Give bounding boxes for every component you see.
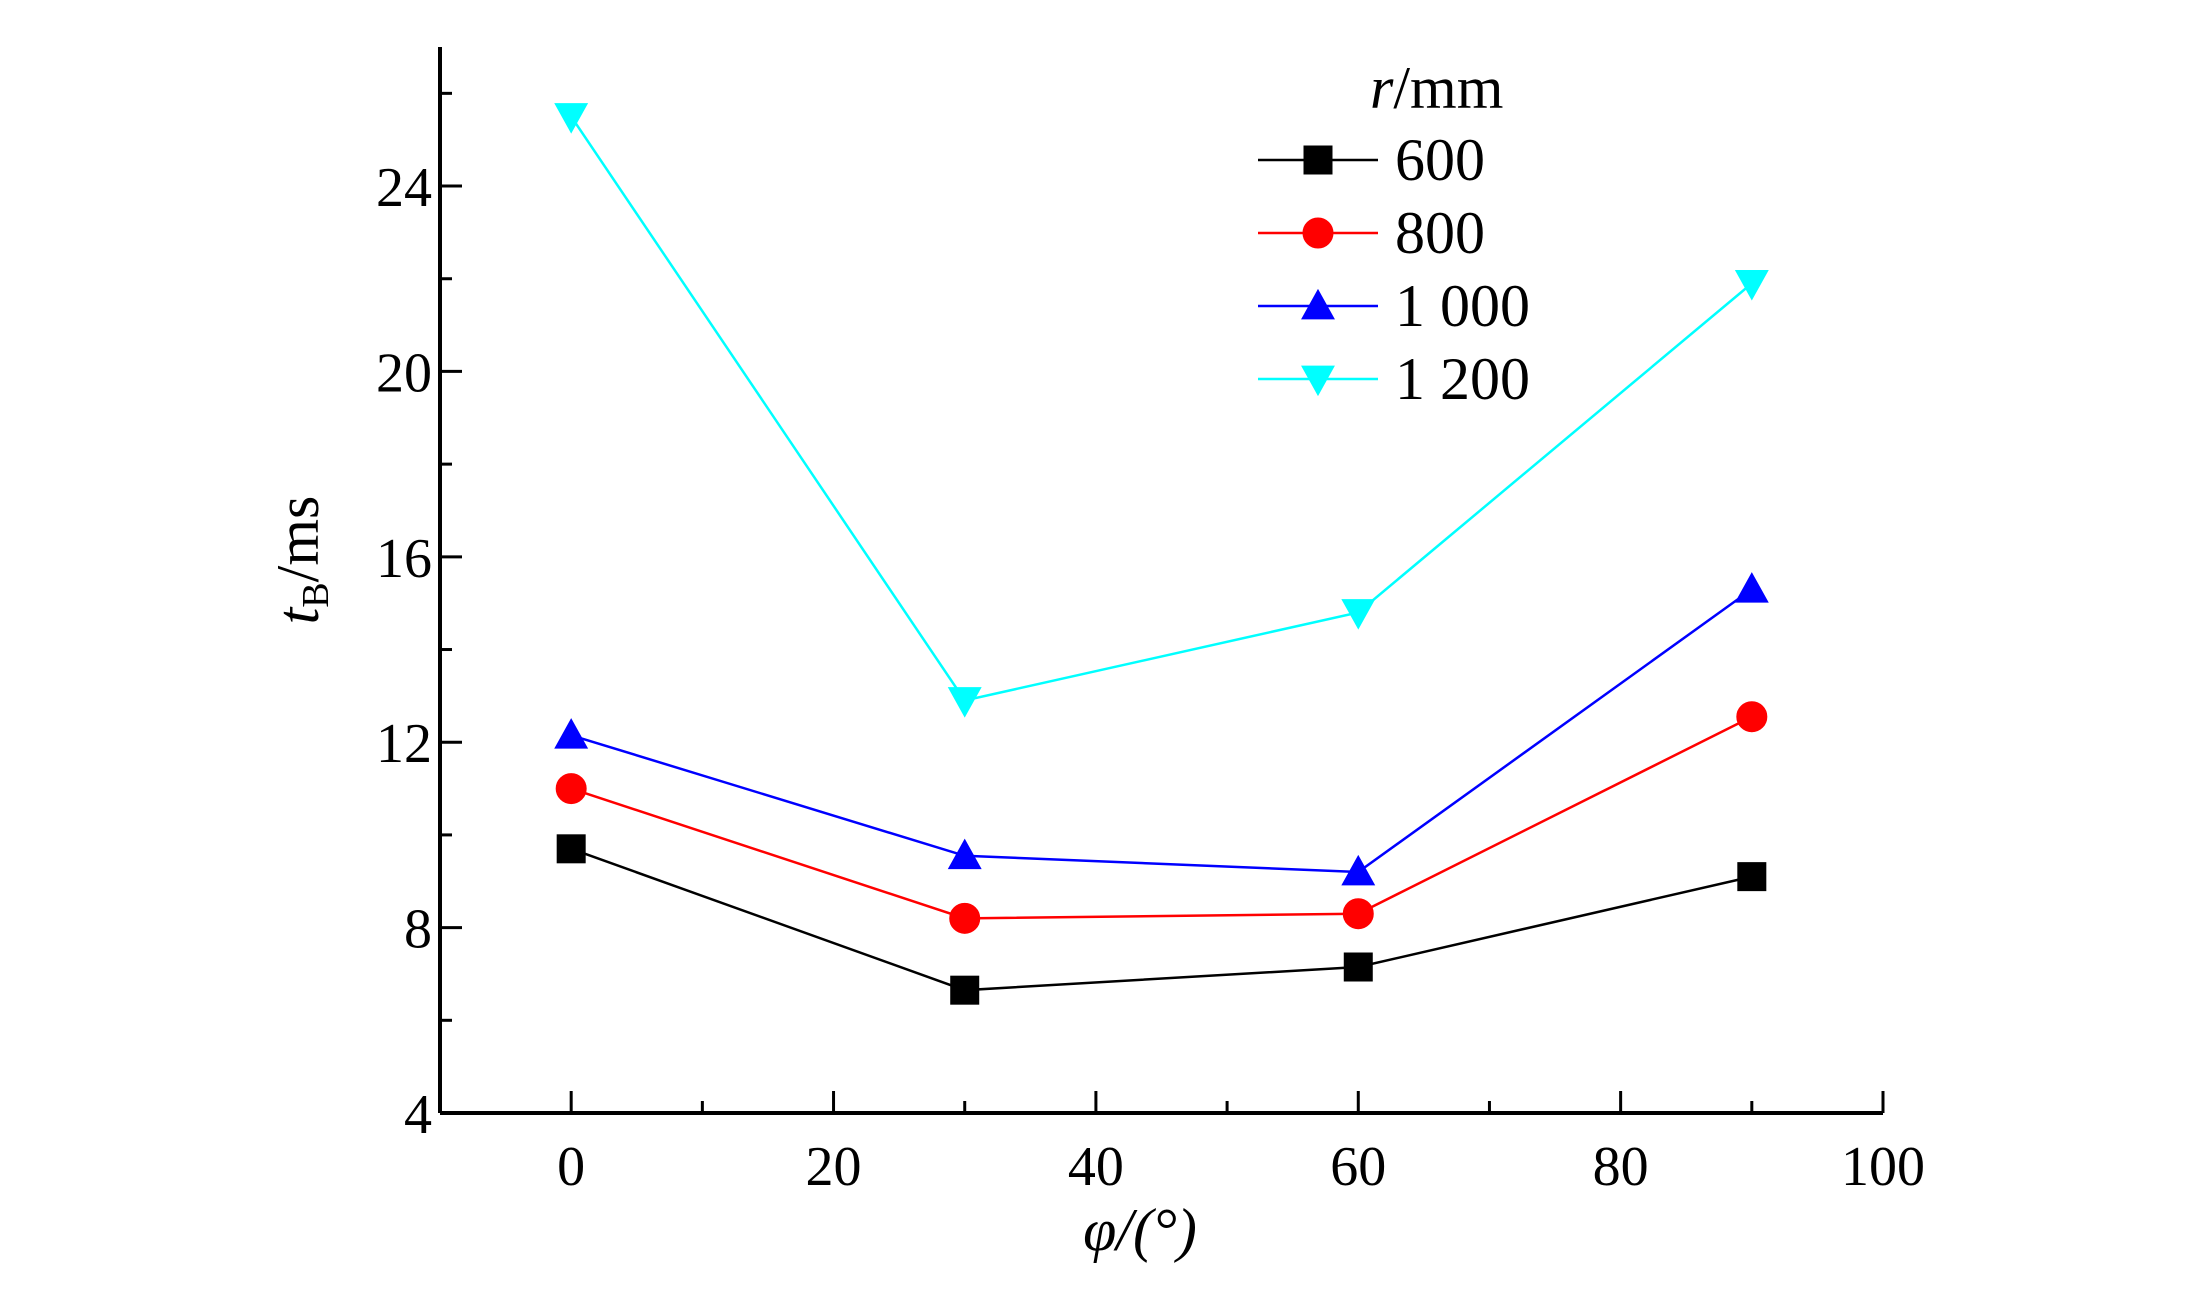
- series-line: [570, 115, 1753, 702]
- data-point: [1342, 898, 1374, 930]
- series-line: [570, 847, 1753, 992]
- x-tick-label: 80: [1593, 1136, 1649, 1198]
- data-point: [554, 718, 589, 749]
- legend-marker: [1301, 288, 1335, 320]
- legend-marker: [1301, 365, 1335, 397]
- legend-item: 800: [1258, 200, 1485, 266]
- legend-title-unit: /mm: [1393, 55, 1503, 121]
- legend: r/mm 600 800 1 000 1 200: [1258, 55, 1530, 412]
- legend-label: 800: [1395, 200, 1485, 266]
- data-point: [1341, 854, 1376, 886]
- legend-marker: [1303, 145, 1333, 175]
- y-tick-label: 4: [404, 1084, 432, 1146]
- data-point: [1734, 269, 1769, 301]
- series-1200: [554, 103, 1769, 718]
- y-tick-label: 12: [376, 713, 432, 775]
- series-line: [570, 715, 1753, 920]
- x-tick-label: 40: [1068, 1136, 1124, 1198]
- data-point: [1734, 572, 1769, 603]
- y-axis-label-sub: B: [295, 582, 337, 607]
- legend-item: 1 000: [1258, 273, 1530, 339]
- y-axis-label-unit: /ms: [265, 496, 331, 583]
- legend-label: 600: [1395, 127, 1485, 193]
- legend-marker: [1302, 217, 1334, 249]
- series-1000: [554, 572, 1769, 886]
- data-point: [555, 773, 587, 805]
- data-point: [949, 902, 981, 934]
- series-layer: [554, 103, 1769, 1005]
- series-800: [555, 701, 1768, 934]
- y-axis-label: tB/ms: [265, 496, 337, 625]
- x-tick-label: 20: [806, 1136, 862, 1198]
- data-point: [554, 103, 589, 134]
- data-point: [950, 975, 980, 1005]
- data-point: [1737, 862, 1767, 892]
- legend-item: 600: [1258, 127, 1485, 193]
- data-point: [1343, 952, 1373, 982]
- x-axis-label: φ/(°): [1083, 1197, 1197, 1263]
- axes: [438, 47, 1883, 1115]
- legend-item: 1 200: [1258, 346, 1530, 412]
- series-600: [556, 834, 1767, 1005]
- y-tick-label: 8: [404, 899, 432, 961]
- series-line: [570, 588, 1753, 874]
- y-tick-label: 16: [376, 528, 432, 590]
- y-axis-ticks: 4 8 12 16 20 24: [376, 91, 462, 1146]
- x-axis-ticks: 0 20 40 60 80 100: [557, 1091, 1925, 1198]
- data-point: [556, 834, 586, 864]
- legend-label: 1 200: [1395, 346, 1530, 412]
- y-axis-label-main: t: [265, 606, 331, 624]
- legend-label: 1 000: [1395, 273, 1530, 339]
- y-tick-label: 20: [376, 342, 432, 404]
- legend-title-var: r: [1370, 55, 1394, 121]
- y-tick-label: 24: [376, 157, 432, 219]
- x-tick-label: 0: [557, 1136, 585, 1198]
- data-point: [1736, 701, 1768, 733]
- x-tick-label: 100: [1841, 1136, 1925, 1198]
- data-point: [1341, 599, 1376, 630]
- data-point: [947, 687, 982, 718]
- legend-title: r/mm: [1370, 55, 1503, 121]
- x-tick-label: 60: [1330, 1136, 1386, 1198]
- data-point: [947, 838, 982, 870]
